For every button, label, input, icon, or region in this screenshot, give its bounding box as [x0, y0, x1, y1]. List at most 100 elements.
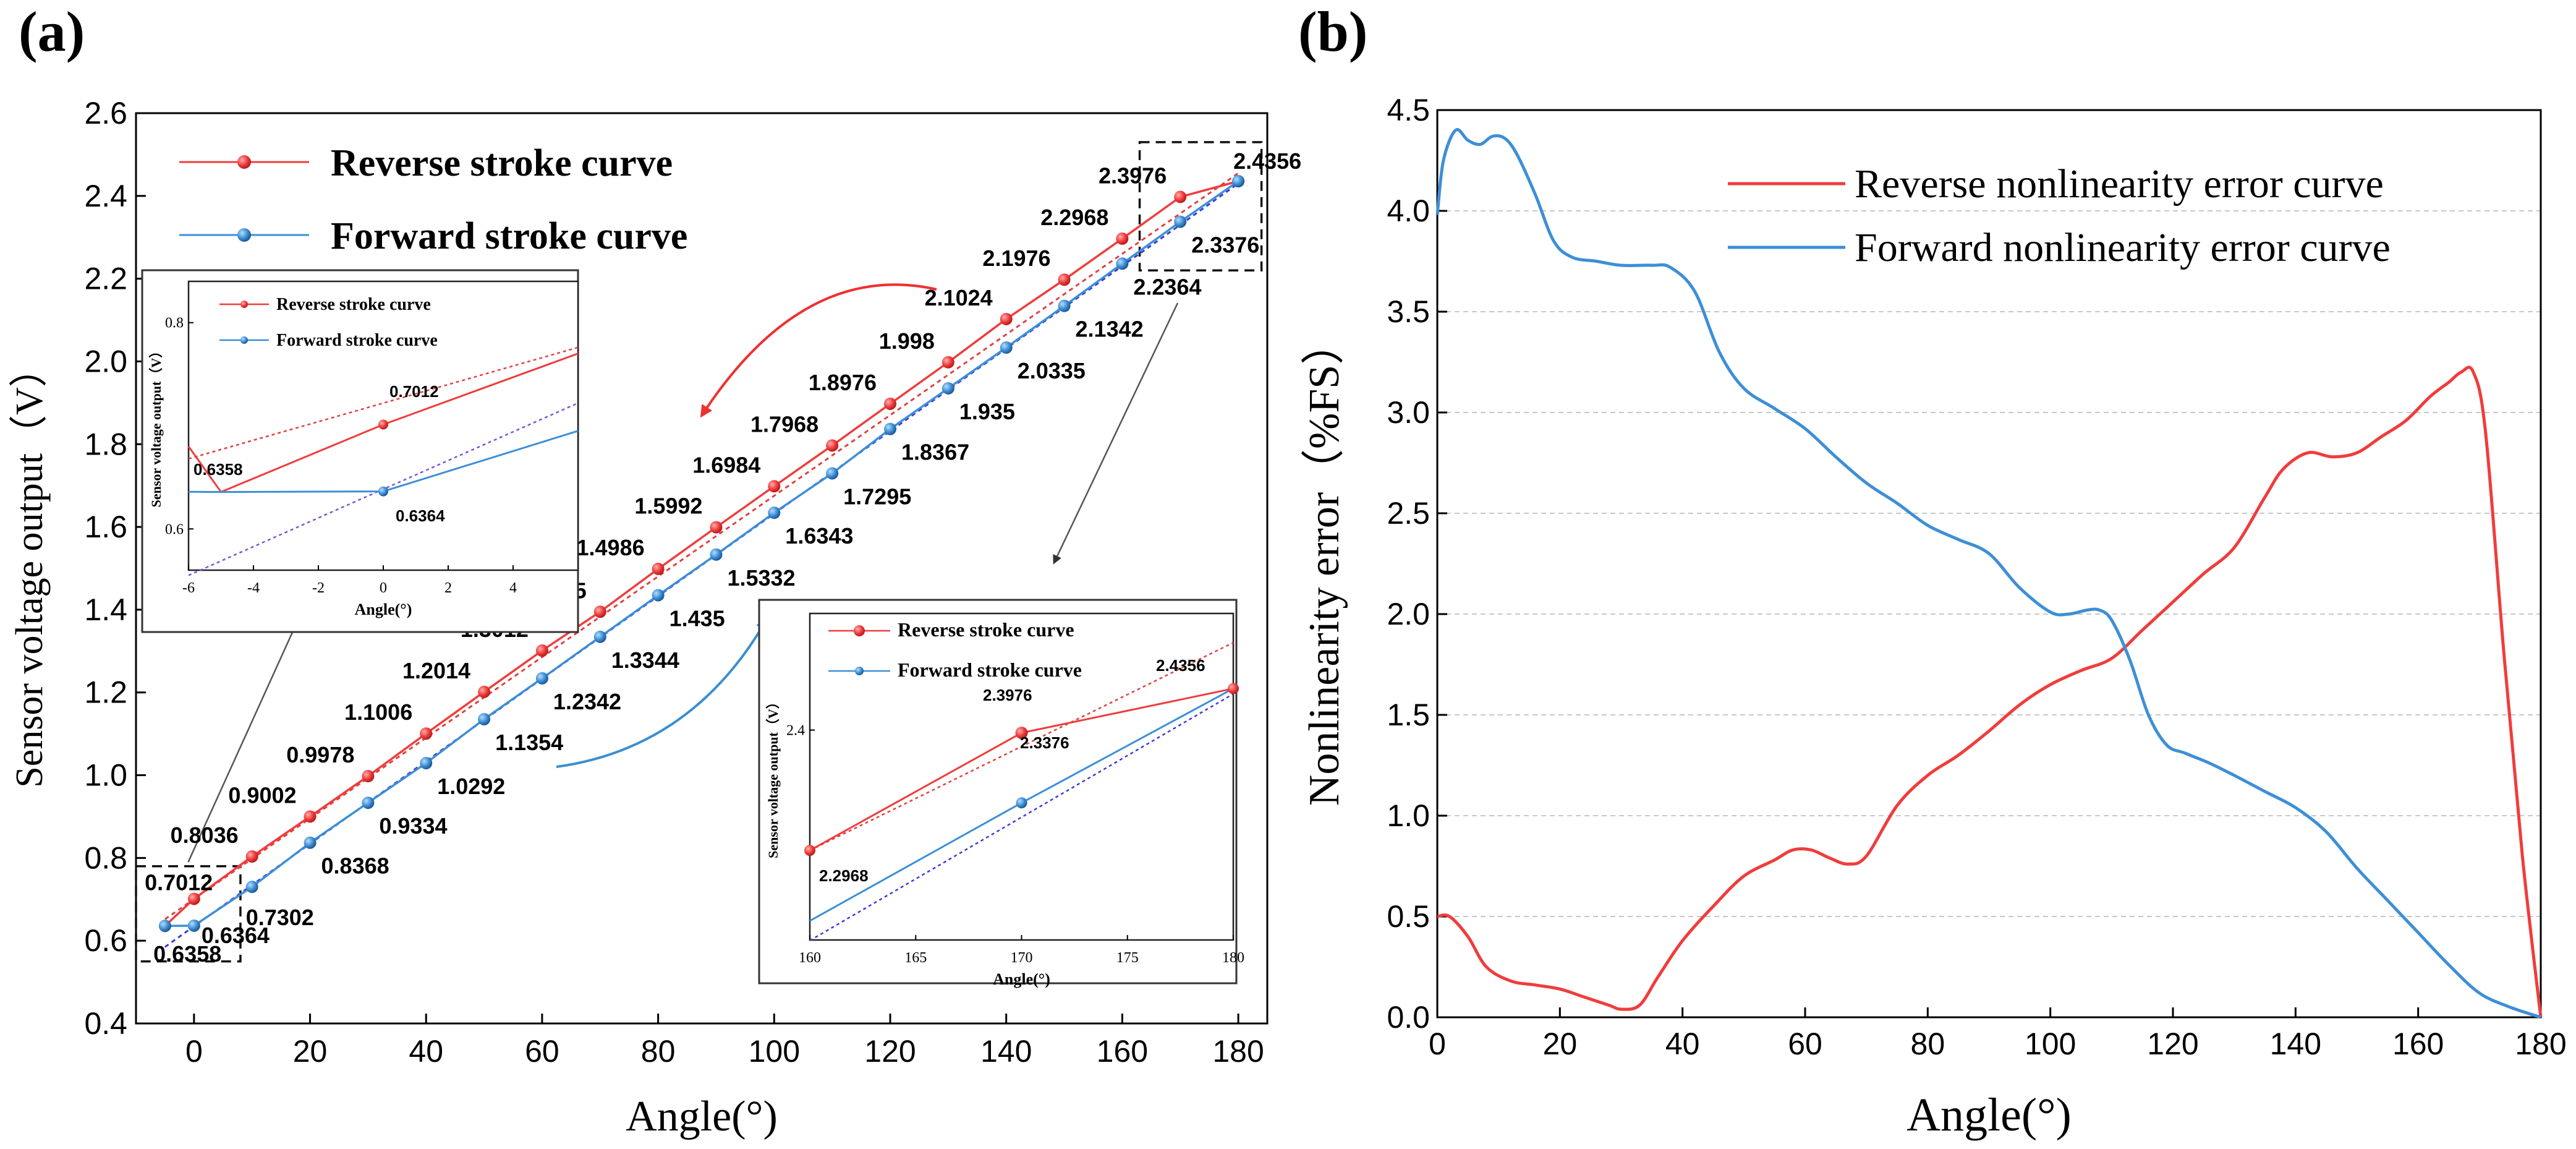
y-axis-title-b: Nonlinearity error（%FS） [1301, 322, 1348, 806]
forward-point [187, 919, 200, 932]
y-tick-label-a: 1.0 [84, 758, 127, 793]
reverse-data-label: 1.4986 [577, 535, 645, 560]
zoom-box-right [1138, 141, 1263, 272]
reverse-error-curve [1437, 365, 2543, 1018]
forward-point [362, 797, 375, 809]
y-tick-label-b: 2.5 [1387, 496, 1430, 531]
y-tick-label-b: 2.0 [1387, 597, 1430, 631]
panel-a-label: (a) [19, 0, 85, 63]
x-tick-label-b: 140 [2270, 1027, 2321, 1061]
forward-point [884, 422, 896, 435]
chart-a-annotations [135, 141, 1263, 963]
forward-data-label: 1.6343 [785, 523, 853, 549]
reverse-data-label: 0.9978 [286, 742, 354, 767]
x-tick-label-b: 120 [2147, 1027, 2198, 1061]
y-tick-label-b: 1.0 [1387, 798, 1430, 833]
inset-x-tick-label: 170 [1011, 950, 1033, 966]
forward-point [1174, 215, 1187, 228]
reverse-data-label: 1.6984 [692, 452, 760, 477]
inset-annotation: 0.7012 [389, 382, 439, 401]
x-axis-title-a: Angle(°) [626, 1093, 778, 1140]
forward-data-label: 0.6364 [202, 923, 270, 948]
forward-data-label: 1.7295 [843, 484, 911, 509]
reverse-data-label: 0.6358 [153, 941, 221, 967]
reverse-data-label: 1.8976 [809, 370, 877, 395]
forward-data-label: 1.935 [959, 399, 1015, 424]
reverse-data-label: 0.8036 [171, 822, 239, 848]
legend-reverse-label: Reverse stroke curve [331, 142, 673, 184]
x-tick-label-a: 180 [1212, 1034, 1264, 1069]
y-tick-label-b: 0.0 [1387, 1000, 1430, 1035]
y-tick-label-a: 2.2 [84, 262, 127, 296]
forward-data-label: 0.9334 [379, 813, 447, 839]
chart-b-legend: Reverse nonlinearity error curve Forward … [1728, 161, 2391, 270]
reverse-stroke-line [164, 180, 1239, 927]
reverse-data-label: 2.4356 [1233, 148, 1301, 174]
inset-x-tick-label: 160 [799, 950, 821, 966]
reverse-data-label: 2.1024 [925, 285, 993, 310]
inset-legend-forward-marker [240, 336, 248, 344]
inset-y-tick-label: 0.6 [165, 521, 184, 537]
inset-legend-forward-marker [855, 667, 864, 675]
reverse-point [942, 356, 954, 369]
x-tick-label-b: 80 [1911, 1027, 1945, 1061]
forward-point [942, 382, 954, 395]
forward-point [593, 630, 606, 643]
inset-legend-forward-label: Forward stroke curve [276, 331, 438, 350]
inset-annotation: 0.6358 [193, 460, 243, 479]
inset-annotation: 2.3976 [983, 686, 1032, 704]
reverse-point [1174, 190, 1187, 203]
reverse-data-label: 1.7968 [750, 411, 818, 437]
x-tick-label-b: 0 [1429, 1027, 1446, 1061]
inset-point [1228, 683, 1239, 694]
inset-forward-line [188, 430, 579, 493]
x-tick-label-b: 60 [1788, 1027, 1822, 1061]
y-tick-label-b: 3.5 [1387, 294, 1430, 329]
legend-forward-label: Forward stroke curve [331, 215, 687, 257]
reverse-point [826, 439, 839, 452]
y-tick-label-a: 0.6 [84, 923, 127, 958]
x-tick-label-a: 140 [980, 1034, 1032, 1069]
inset-y-tick-label: 2.4 [786, 723, 805, 739]
legend-forward-error-label: Forward nonlinearity error curve [1855, 225, 2391, 270]
inset-x-tick-label: 165 [904, 950, 927, 966]
inset-legend-reverse-marker [854, 625, 865, 636]
y-tick-label-b: 4.0 [1387, 194, 1430, 228]
inset-point [378, 419, 388, 430]
y-tick-label-a: 0.8 [84, 840, 127, 875]
plot-frame-b [1436, 109, 2542, 1019]
forward-point [768, 506, 781, 519]
forward-data-label: 1.3344 [611, 647, 679, 673]
inset-x-tick-label: 175 [1116, 950, 1139, 966]
inset-annotation: 2.3376 [1020, 733, 1069, 752]
forward-point [1232, 174, 1245, 187]
inset-left-chart: -6 -4 -2 0 2 4 0.6 0.8 Angle(°) Sensor voltage ou… [141, 269, 579, 633]
reverse-data-label: 2.2968 [1040, 205, 1108, 230]
panel-b-label: (b) [1298, 0, 1367, 63]
chart-b-series [1435, 128, 2543, 1019]
y-tick-label-b: 0.5 [1387, 899, 1430, 934]
forward-point [420, 757, 433, 770]
legend-reverse-marker [237, 155, 251, 169]
inset-x-tick-label: 4 [509, 580, 517, 596]
forward-point [158, 920, 171, 933]
reverse-data-label: 0.9002 [228, 782, 296, 808]
y-axis-title-a: Sensor voltage output（V） [9, 349, 51, 788]
y-tick-label-a: 1.8 [84, 427, 127, 461]
x-tick-label-a: 40 [409, 1034, 443, 1069]
x-tick-label-b: 20 [1543, 1027, 1578, 1061]
inset-point [804, 845, 815, 856]
inset-annotation: 2.2968 [819, 866, 869, 885]
inset-reverse-line [187, 352, 579, 493]
reverse-point [1058, 273, 1071, 286]
inset-point [1016, 797, 1027, 809]
forward-data-label: 1.8367 [901, 440, 969, 465]
x-axis-title-b: Angle(°) [1906, 1089, 2072, 1141]
inset-point [378, 486, 388, 497]
reverse-point [652, 562, 665, 575]
chart-a-axes: 0 20 40 60 80 100 120 140 160 1800.40.60.81.01.21… [9, 96, 1269, 1140]
reverse-point [593, 605, 606, 618]
forward-data-label: 2.2364 [1133, 274, 1201, 299]
y-tick-label-b: 4.5 [1387, 93, 1430, 127]
reverse-point [245, 850, 258, 863]
